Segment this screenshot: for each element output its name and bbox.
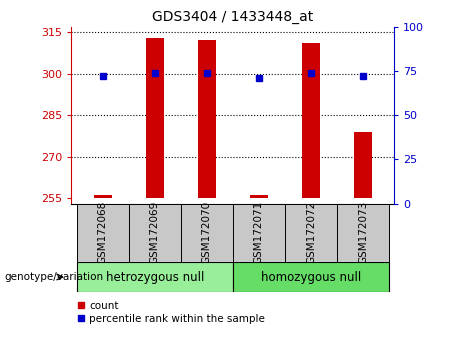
Bar (146, 38, 164, 198)
Bar (250, 195, 268, 198)
Bar (94, 195, 112, 198)
Text: genotype/variation: genotype/variation (5, 272, 104, 282)
Bar (337, 204, 389, 262)
Bar (354, 132, 372, 198)
Text: GSM172069: GSM172069 (150, 201, 160, 264)
Text: GSM172068: GSM172068 (98, 201, 108, 264)
Bar (233, 204, 285, 262)
Text: GSM172072: GSM172072 (306, 201, 316, 264)
Text: GSM172071: GSM172071 (254, 201, 264, 264)
Text: homozygous null: homozygous null (261, 270, 361, 284)
Text: GSM172073: GSM172073 (358, 201, 368, 264)
Bar (285, 204, 337, 262)
Title: GDS3404 / 1433448_at: GDS3404 / 1433448_at (152, 10, 313, 24)
Legend: count, percentile rank within the sample: count, percentile rank within the sample (77, 301, 265, 324)
Bar (198, 40, 216, 198)
Text: hetrozygous null: hetrozygous null (106, 270, 204, 284)
Bar (302, 43, 320, 198)
Bar (77, 262, 233, 292)
Bar (129, 204, 181, 262)
Bar (77, 204, 129, 262)
Bar (181, 204, 233, 262)
Text: GSM172070: GSM172070 (202, 201, 212, 264)
Bar (233, 262, 389, 292)
